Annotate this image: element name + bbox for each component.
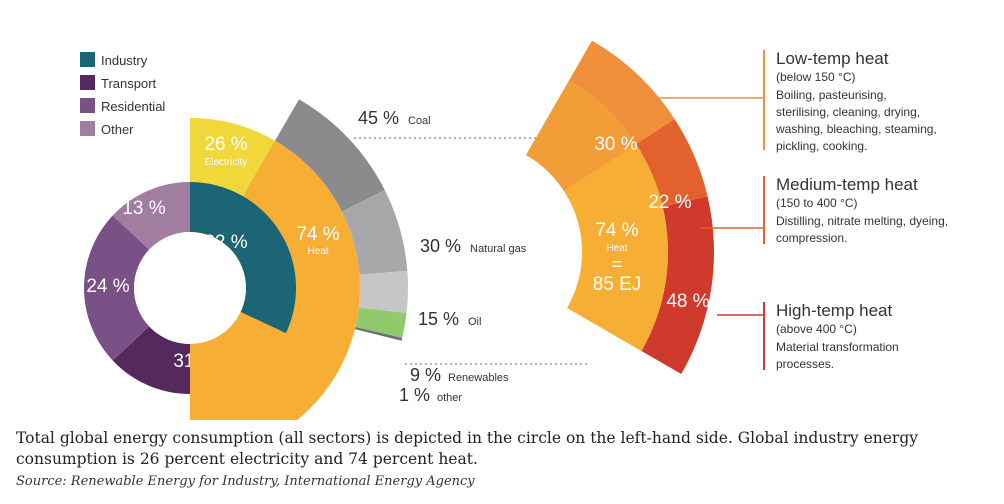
donut-label-other: 13 % [122, 198, 165, 219]
heat-source-label-other: other [437, 392, 462, 404]
legend-label-transport: Transport [101, 76, 157, 91]
annotation-text-medium-temp-heat-1: compression. [776, 231, 847, 245]
heat-source-renewables [355, 307, 407, 339]
industry-heat-label: Heat [307, 246, 328, 257]
heat-source-value-other: 1 % [399, 385, 430, 405]
legend-label-industry: Industry [101, 53, 148, 68]
donut-hole [134, 232, 246, 344]
annotation-title-low-temp-heat: Low-temp heat [776, 49, 889, 68]
donut-slice-other [112, 182, 190, 250]
heat-temp-center-percent: 74 % [595, 220, 638, 241]
annotation-range-high-temp-heat: (above 400 °C) [776, 322, 857, 336]
donut-label-industry-overlay: 32 % [204, 232, 247, 253]
annotation-connector-low-temp-heat [647, 97, 764, 128]
figure-caption: Total global energy consumption (all sec… [16, 429, 919, 468]
heat-temp-value-medium-temp-heat: 22 % [648, 192, 691, 213]
industry-electricity-value: 26 % [204, 134, 247, 155]
annotation-text-low-temp-heat-2: washing, bleaching, steaming, [775, 122, 937, 136]
legend-swatch-other [80, 121, 95, 136]
heat-temp-medium-temp-heat [636, 119, 708, 207]
heat-source-value-natural-gas: 30 % [420, 236, 461, 256]
heat-source-label-natural-gas: Natural gas [470, 243, 527, 255]
heat-temp-value-low-temp-heat: 30 % [594, 134, 637, 155]
heat-temp-center-amount: 85 EJ [593, 274, 642, 295]
annotation-text-high-temp-heat-1: processes. [776, 357, 834, 371]
heat-source-value-coal: 45 % [358, 108, 399, 128]
annotation-title-high-temp-heat: High-temp heat [776, 301, 893, 320]
industry-electricity-sector [190, 118, 275, 197]
heat-source-value-oil: 15 % [418, 309, 459, 329]
annotation-range-low-temp-heat: (below 150 °C) [776, 70, 856, 84]
heat-temp-center-equals: = [612, 254, 623, 274]
heat-temp-center-label: Heat [606, 243, 627, 254]
legend-label-other: Other [101, 122, 134, 137]
annotation-title-medium-temp-heat: Medium-temp heat [776, 175, 918, 194]
heat-temp-high-temp-heat [641, 196, 714, 374]
legend-swatch-transport [80, 75, 95, 90]
heat-source-label-renewables: Renewables [448, 372, 509, 384]
donut-slice-residential [83, 215, 150, 361]
figure-source: Source: Renewable Energy for Industry, I… [16, 474, 475, 489]
industry-electricity-label: Electricity [205, 157, 248, 168]
donut-slice-industry-overlay [190, 182, 296, 334]
annotation-text-high-temp-heat-0: Material transformation [776, 340, 899, 354]
legend-swatch-residential [80, 98, 95, 113]
heat-temp-value-high-temp-heat: 48 % [666, 291, 709, 312]
heat-source-other [354, 326, 403, 341]
annotation-text-low-temp-heat-1: sterilising, cleaning, drying, [776, 105, 920, 119]
legend-label-residential: Residential [101, 99, 165, 114]
donut-label-residential: 24 % [86, 276, 129, 297]
heat-temp-low-overlay [526, 40, 675, 192]
legend-swatch-industry [80, 52, 95, 67]
heat-source-coal [275, 99, 385, 212]
annotation-text-low-temp-heat-0: Boiling, pasteurising, [776, 88, 887, 102]
heat-source-oil [358, 270, 408, 314]
heat-source-natural-gas [341, 190, 408, 275]
heat-source-label-oil: Oil [468, 316, 481, 328]
annotation-text-low-temp-heat-3: pickling, cooking. [776, 139, 867, 153]
heat-source-value-renewables: 9 % [410, 365, 441, 385]
caption-block: Total global energy consumption (all sec… [16, 428, 991, 489]
industry-heat-value: 74 % [296, 224, 339, 245]
annotation-range-medium-temp-heat: (150 to 400 °C) [776, 196, 858, 210]
heat-source-label-coal: Coal [408, 115, 431, 127]
annotation-text-medium-temp-heat-0: Distilling, nitrate melting, dyeing, [776, 214, 948, 228]
